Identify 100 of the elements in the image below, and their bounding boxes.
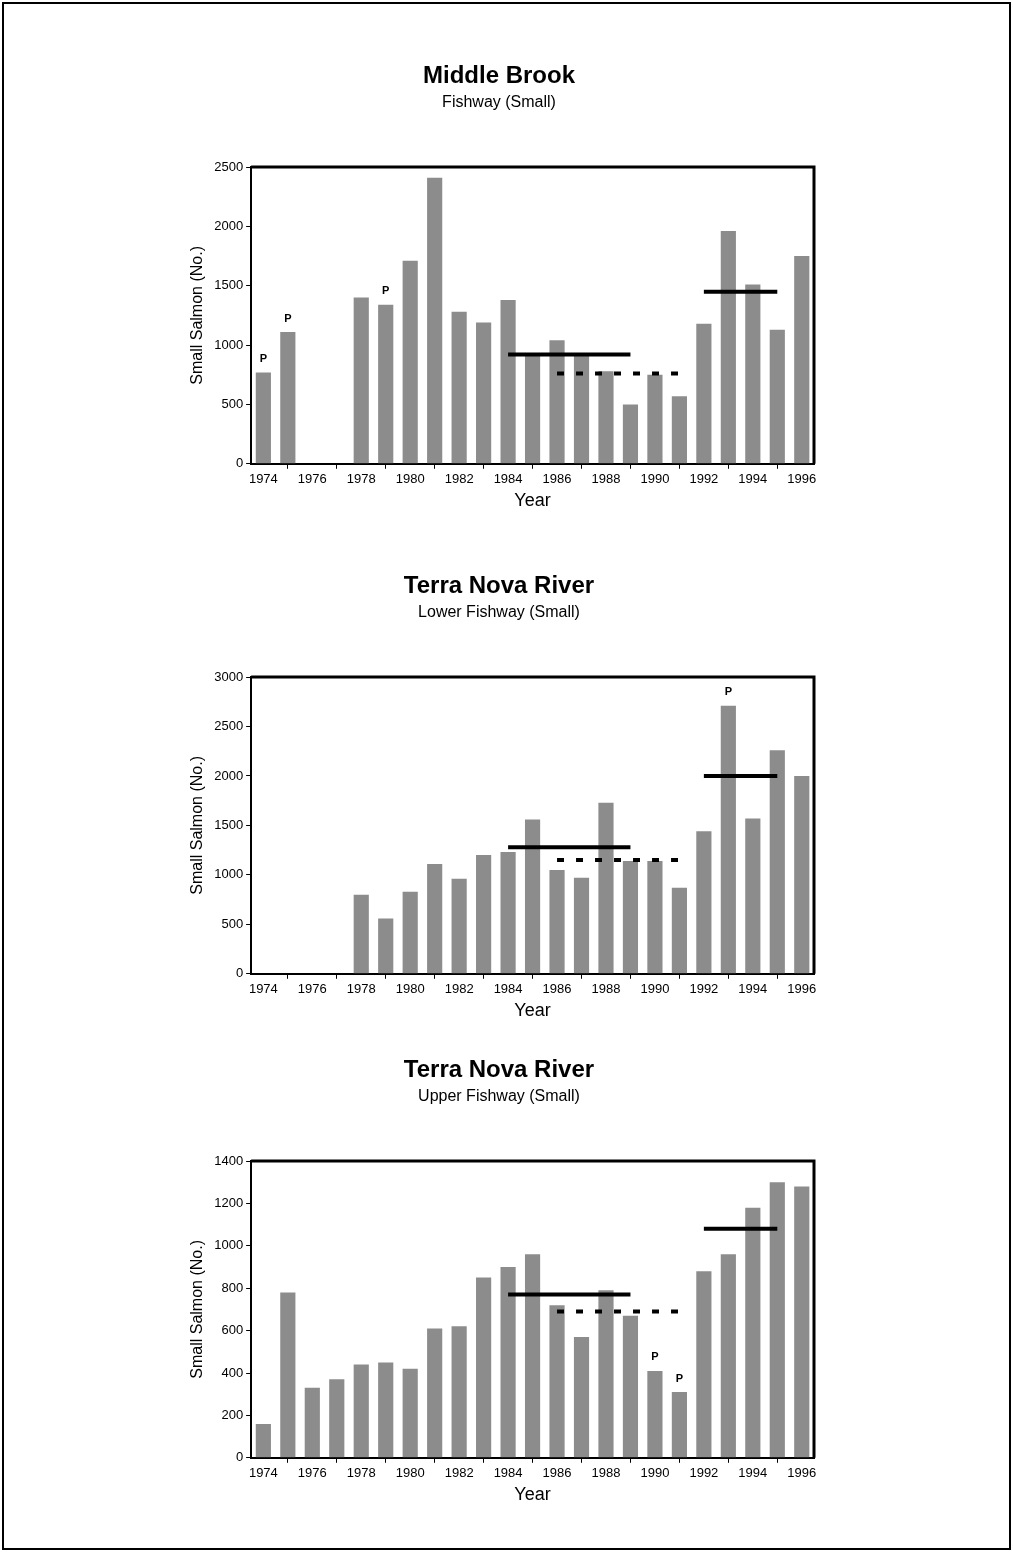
x-tick-label: 1986 — [542, 981, 572, 997]
x-tick-label: 1974 — [248, 1465, 278, 1481]
chart-subtitle: Upper Fishway (Small) — [418, 1086, 580, 1104]
bar — [255, 372, 271, 464]
bar — [549, 1305, 565, 1458]
bar — [500, 852, 516, 974]
x-tick-label: 1990 — [640, 981, 670, 997]
y-tick-label: 0 — [235, 1449, 244, 1465]
y-tick-label: 2000 — [214, 217, 244, 233]
bar — [671, 1392, 687, 1458]
bar — [769, 329, 785, 464]
y-tick-label: 2500 — [214, 158, 244, 174]
y-tick-label: 600 — [221, 1322, 244, 1338]
x-tick-label: 1978 — [346, 471, 376, 487]
y-tick-label: 3000 — [214, 668, 244, 684]
chart-title: Middle Brook — [422, 61, 576, 89]
x-tick-label: 1994 — [738, 1465, 768, 1481]
bar — [304, 1387, 320, 1458]
chart-title: Terra Nova River — [403, 571, 595, 599]
bar — [647, 861, 663, 974]
x-tick-label: 1980 — [395, 981, 425, 997]
x-tick-label: 1994 — [738, 471, 768, 487]
y-tick-label: 200 — [221, 1406, 244, 1422]
y-tick-label: 500 — [221, 915, 244, 931]
bar — [622, 1315, 639, 1458]
bar — [500, 1267, 516, 1458]
bar — [573, 877, 590, 974]
bar — [549, 869, 565, 974]
y-axis-title: Small Salmon (No.) — [188, 756, 206, 895]
bar — [402, 260, 418, 464]
bar — [696, 323, 712, 464]
y-tick-label: 1500 — [214, 277, 244, 293]
chart-subtitle: Fishway (Small) — [442, 92, 556, 110]
y-tick-label: 1500 — [214, 816, 244, 832]
x-tick-label: 1996 — [787, 981, 817, 997]
bar — [427, 863, 443, 974]
x-tick-label: 1988 — [591, 981, 621, 997]
bar — [353, 1364, 369, 1458]
bar — [329, 1379, 345, 1458]
x-tick-label: 1976 — [297, 981, 327, 997]
y-tick-label: 2000 — [214, 767, 244, 783]
annotation: P — [382, 284, 390, 297]
y-tick-label: 1200 — [214, 1194, 244, 1210]
bar — [720, 705, 736, 974]
x-tick-label: 1982 — [444, 1465, 474, 1481]
x-axis-title: Year — [514, 490, 551, 511]
bar — [769, 1182, 785, 1458]
bar — [794, 1186, 810, 1458]
x-tick-label: 1992 — [689, 981, 719, 997]
bar — [255, 1423, 271, 1458]
bar — [280, 1292, 296, 1458]
bar — [647, 1370, 663, 1458]
x-tick-label: 1996 — [787, 471, 817, 487]
x-tick-label: 1986 — [542, 471, 572, 487]
bar — [794, 256, 810, 464]
bar — [720, 231, 736, 464]
x-axis-title: Year — [514, 1000, 551, 1021]
bar — [427, 1328, 443, 1458]
bar — [622, 404, 639, 464]
bar — [378, 1362, 394, 1458]
y-tick-label: 500 — [221, 396, 244, 412]
bar — [696, 1271, 712, 1458]
bar — [524, 1254, 541, 1458]
bar — [745, 284, 761, 464]
bar — [476, 1277, 492, 1458]
bar — [598, 1290, 614, 1458]
bar — [451, 1326, 467, 1458]
x-tick-label: 1994 — [738, 981, 768, 997]
annotation: P — [259, 351, 268, 364]
bar — [451, 311, 467, 464]
x-tick-label: 1992 — [689, 471, 719, 487]
y-tick-label: 0 — [235, 455, 244, 471]
x-tick-label: 1982 — [444, 981, 474, 997]
annotation: P — [651, 1350, 659, 1363]
bar — [671, 396, 687, 464]
bar — [402, 891, 418, 974]
bar — [598, 802, 614, 974]
x-tick-label: 1986 — [542, 1465, 572, 1481]
bar — [745, 818, 761, 974]
annotation: P — [724, 685, 733, 698]
bar — [524, 819, 541, 974]
y-tick-label: 1000 — [214, 866, 244, 882]
bar — [427, 177, 443, 464]
bar — [476, 855, 492, 974]
x-tick-label: 1974 — [248, 471, 278, 487]
chart-subtitle: Lower Fishway (Small) — [418, 602, 580, 620]
x-tick-label: 1984 — [493, 981, 523, 997]
x-tick-label: 1984 — [493, 471, 523, 487]
chart-title: Terra Nova River — [403, 1055, 595, 1083]
x-tick-label: 1980 — [395, 471, 425, 487]
x-tick-label: 1996 — [787, 1465, 817, 1481]
bar — [696, 831, 712, 974]
x-tick-label: 1976 — [297, 1465, 327, 1481]
bar — [402, 1368, 418, 1458]
x-tick-label: 1978 — [346, 1465, 376, 1481]
bar — [378, 918, 394, 974]
annotation: P — [284, 311, 292, 324]
bar — [769, 750, 785, 974]
x-tick-label: 1990 — [640, 1465, 670, 1481]
bar — [353, 297, 369, 464]
